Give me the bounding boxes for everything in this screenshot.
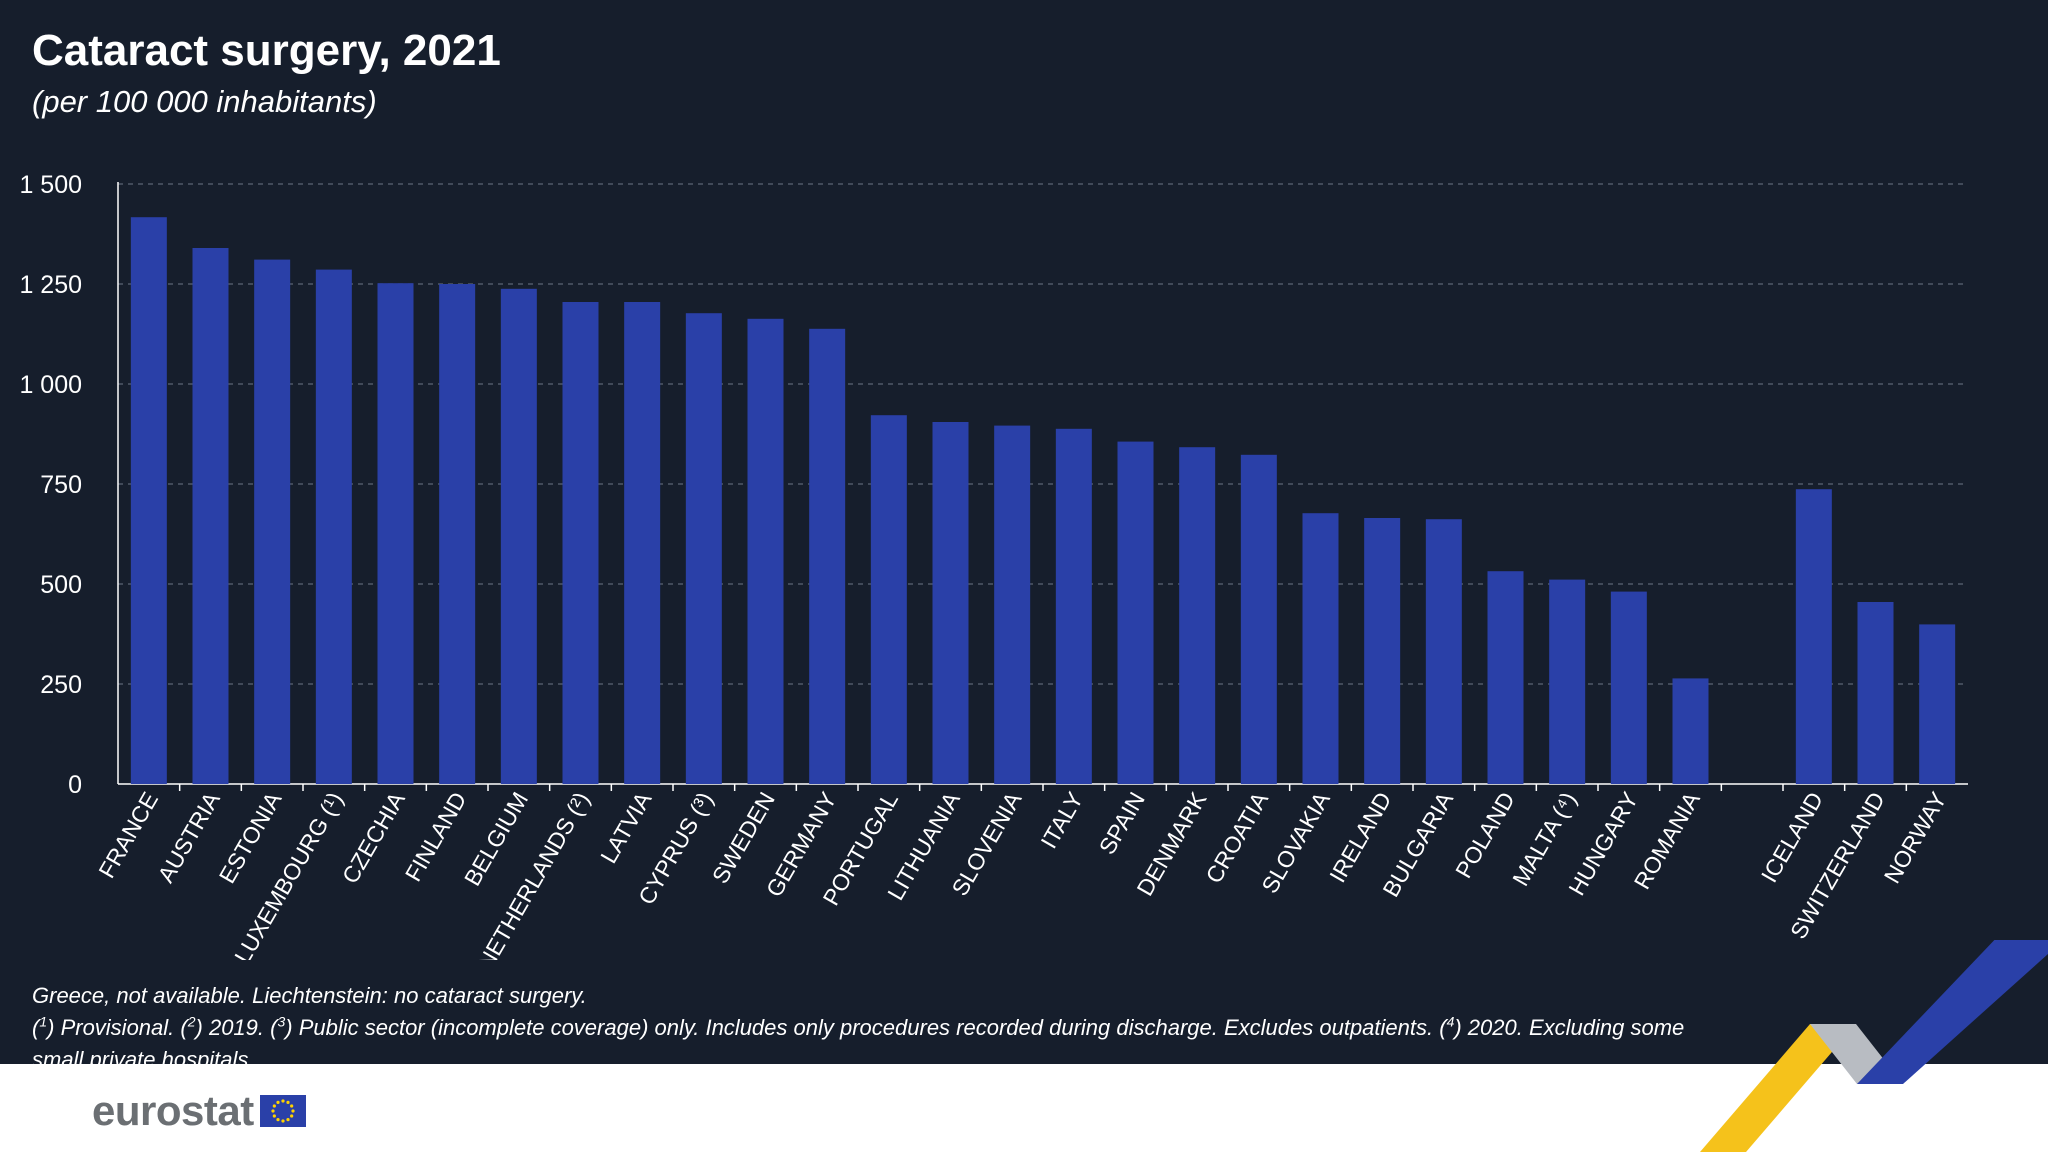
bar <box>747 318 784 784</box>
bar <box>1795 489 1832 784</box>
bar <box>1364 518 1401 784</box>
x-tick-label: FINLAND <box>400 788 472 886</box>
bar <box>439 284 476 784</box>
bar <box>1919 624 1956 784</box>
bar <box>624 302 661 784</box>
bar <box>562 302 599 784</box>
x-tick-label: SPAIN <box>1094 788 1150 859</box>
bar <box>315 269 352 785</box>
deco-yellow-stripe <box>1700 1024 1856 1152</box>
eurostat-wordmark: eurostat <box>92 1087 254 1134</box>
y-tick-label: 1 000 <box>19 371 82 399</box>
footnote-availability: Greece, not available. Liechtenstein: no… <box>32 983 587 1008</box>
bar <box>1117 441 1154 784</box>
x-tick-label: ITALY <box>1035 788 1088 853</box>
bar <box>130 217 167 784</box>
footnote-marker: 3 <box>277 1013 286 1030</box>
chart-title: Cataract surgery, 2021 <box>32 26 501 75</box>
x-tick-label: POLAND <box>1450 788 1520 883</box>
x-tick-label: LATVIA <box>595 787 657 868</box>
bar <box>1240 454 1277 784</box>
y-tick-label: 250 <box>40 671 82 699</box>
bar <box>809 328 846 784</box>
chart-subtitle: (per 100 000 inhabitants) <box>32 84 377 119</box>
footnotes: Greece, not available. Liechtenstein: no… <box>32 980 1712 1076</box>
bar <box>870 415 907 784</box>
x-tick-label: NORWAY <box>1879 788 1952 888</box>
y-tick-label: 750 <box>40 471 82 499</box>
y-tick-label: 0 <box>68 771 82 799</box>
bar <box>1179 447 1216 784</box>
bar <box>1487 571 1524 784</box>
bar <box>994 425 1031 784</box>
footnote-definitions: (1) Provisional. (2) 2019. (3) Public se… <box>32 1013 1685 1072</box>
bar <box>1857 602 1894 784</box>
eurostat-logo: eurostat <box>92 1087 306 1134</box>
bar <box>1672 678 1709 784</box>
bar <box>254 259 291 785</box>
deco-blue-stripe <box>1857 940 2048 1084</box>
footnote-marker: 1 <box>39 1013 48 1030</box>
bar <box>1549 579 1586 784</box>
y-tick-label: 1 500 <box>19 171 82 199</box>
bar <box>192 248 229 784</box>
y-tick-label: 1 250 <box>19 271 82 299</box>
eu-flag-icon <box>259 1095 306 1127</box>
footnote-marker: 4 <box>1446 1013 1455 1030</box>
bar <box>500 288 537 784</box>
x-tick-label: FRANCE <box>93 788 163 883</box>
bar <box>932 422 969 784</box>
bar <box>1302 513 1339 784</box>
y-tick-label: 500 <box>40 571 82 599</box>
x-tick-label: ICELAND <box>1756 788 1828 887</box>
x-tick-label: IRELAND <box>1324 788 1396 887</box>
bar <box>1610 591 1647 784</box>
bar <box>377 283 414 784</box>
bar <box>685 313 722 784</box>
footnote-marker: 2 <box>187 1013 196 1030</box>
bar <box>1425 519 1462 784</box>
decorative-chevrons <box>1700 940 2048 1152</box>
bar <box>1055 428 1092 784</box>
x-tick-label: LUXEMBOURG (¹) <box>229 788 348 961</box>
